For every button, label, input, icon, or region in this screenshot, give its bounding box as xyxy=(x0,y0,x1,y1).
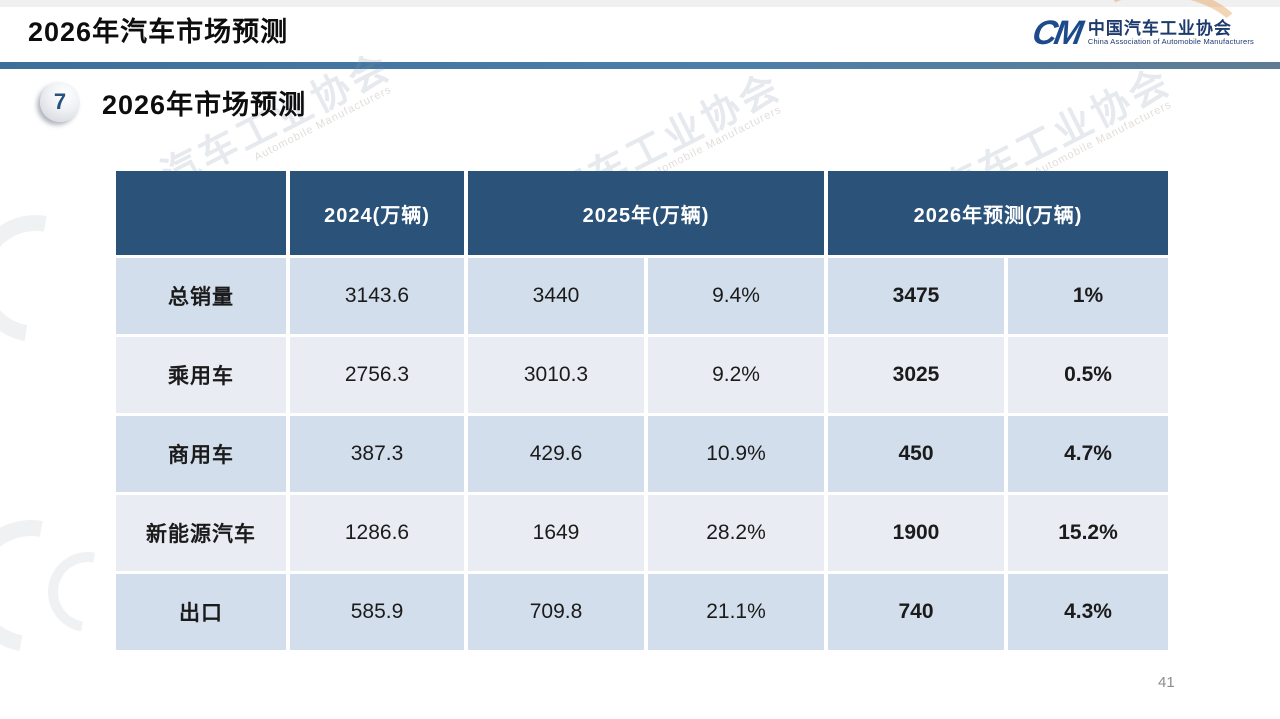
cell-2026-growth: 4.7% xyxy=(1008,416,1168,492)
cell-2026-growth: 0.5% xyxy=(1008,337,1168,413)
cell-2025-growth: 9.2% xyxy=(648,337,824,413)
cell-2026-value: 3475 xyxy=(828,258,1004,334)
header-cell-blank xyxy=(116,171,286,255)
cell-2025-growth: 21.1% xyxy=(648,574,824,650)
table-row: 新能源汽车 1286.6 1649 28.2% 1900 15.2% xyxy=(116,495,1168,571)
row-label: 出口 xyxy=(116,574,286,650)
section-heading: 2026年市场预测 xyxy=(102,89,307,120)
cell-2024: 387.3 xyxy=(290,416,464,492)
forecast-table: 2024(万辆) 2025年(万辆) 2026年预测(万辆) 总销量 3143.… xyxy=(112,168,1172,653)
slide-title: 2026年汽车市场预测 xyxy=(28,17,289,47)
logo-name-cn: 中国汽车工业协会 xyxy=(1087,18,1232,38)
cell-2026-value: 1900 xyxy=(828,495,1004,571)
cell-2025-value: 3440 xyxy=(468,258,644,334)
cell-2024: 585.9 xyxy=(290,574,464,650)
section-number-badge: 7 xyxy=(40,82,80,122)
cell-2025-growth: 9.4% xyxy=(648,258,824,334)
cell-2024: 2756.3 xyxy=(290,337,464,413)
header-cell-2026: 2026年预测(万辆) xyxy=(828,171,1168,255)
cell-2026-growth: 15.2% xyxy=(1008,495,1168,571)
cell-2025-growth: 28.2% xyxy=(648,495,824,571)
cell-2025-growth: 10.9% xyxy=(648,416,824,492)
logo-name-en: China Association of Automobile Manufact… xyxy=(1087,37,1254,47)
caam-logo-monogram-icon: CM xyxy=(1029,14,1084,52)
table-row: 乘用车 2756.3 3010.3 9.2% 3025 0.5% xyxy=(116,337,1168,413)
cell-2026-growth: 4.3% xyxy=(1008,574,1168,650)
row-label: 乘用车 xyxy=(116,337,286,413)
cell-2024: 3143.6 xyxy=(290,258,464,334)
caam-logo: CM 中国汽车工业协会 China Association of Automob… xyxy=(1029,14,1254,52)
cell-2026-value: 740 xyxy=(828,574,1004,650)
cell-2025-value: 3010.3 xyxy=(468,337,644,413)
top-edge-strip xyxy=(0,0,1280,7)
page-number: 41 xyxy=(1158,674,1175,691)
cell-2026-value: 450 xyxy=(828,416,1004,492)
header-cell-2024: 2024(万辆) xyxy=(290,171,464,255)
cell-2024: 1286.6 xyxy=(290,495,464,571)
cell-2025-value: 1649 xyxy=(468,495,644,571)
watermark-logo-arc xyxy=(0,190,124,367)
cell-2026-value: 3025 xyxy=(828,337,1004,413)
table-row: 商用车 387.3 429.6 10.9% 450 4.7% xyxy=(116,416,1168,492)
table-header-row: 2024(万辆) 2025年(万辆) 2026年预测(万辆) xyxy=(116,171,1168,255)
watermark-logo-arc xyxy=(0,494,123,678)
cell-2025-value: 429.6 xyxy=(468,416,644,492)
row-label: 商用车 xyxy=(116,416,286,492)
title-divider xyxy=(0,62,1280,69)
row-label: 总销量 xyxy=(116,258,286,334)
table-row: 出口 585.9 709.8 21.1% 740 4.3% xyxy=(116,574,1168,650)
table-row: 总销量 3143.6 3440 9.4% 3475 1% xyxy=(116,258,1168,334)
cell-2026-growth: 1% xyxy=(1008,258,1168,334)
header-cell-2025: 2025年(万辆) xyxy=(468,171,824,255)
cell-2025-value: 709.8 xyxy=(468,574,644,650)
section-heading-group: 7 2026年市场预测 xyxy=(40,82,306,122)
watermark-subtext: Automobile Manufacturers xyxy=(1032,98,1174,179)
row-label: 新能源汽车 xyxy=(116,495,286,571)
